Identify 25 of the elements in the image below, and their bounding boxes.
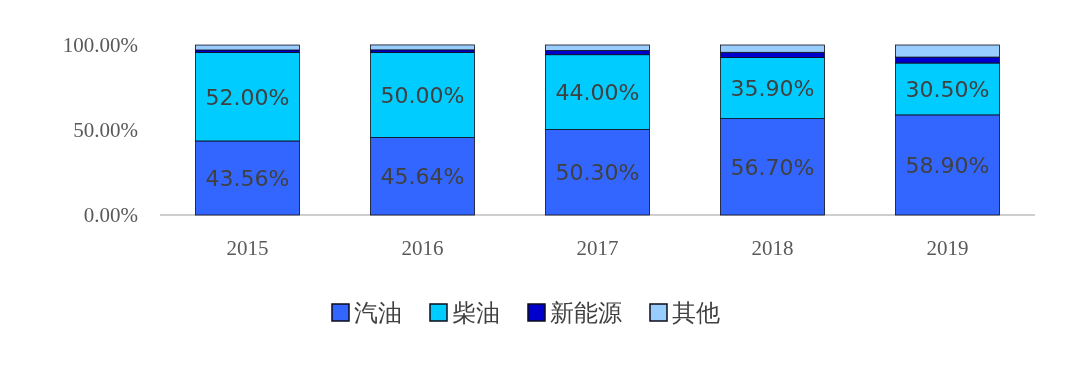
- x-tick-label: 2018: [751, 236, 794, 260]
- data-label: 52.00%: [205, 84, 290, 110]
- data-label: 43.56%: [205, 165, 290, 191]
- legend-label: 新能源: [550, 299, 622, 327]
- data-label: 44.00%: [555, 80, 640, 106]
- x-tick-label: 2017: [576, 236, 619, 260]
- legend-label: 汽油: [354, 299, 402, 327]
- x-tick-label: 2019: [926, 236, 969, 260]
- data-label: 45.64%: [380, 164, 465, 190]
- data-label: 56.70%: [730, 154, 815, 180]
- bar: [545, 44, 650, 51]
- x-tick-label: 2016: [401, 236, 444, 260]
- data-label: 50.00%: [380, 82, 465, 108]
- legend-label: 柴油: [452, 299, 500, 327]
- bar: [195, 44, 300, 51]
- bar: [370, 44, 475, 51]
- y-tick-label: 100.00%: [62, 33, 138, 57]
- data-label: 58.90%: [905, 152, 990, 178]
- legend-label: 其他: [672, 299, 720, 327]
- data-label: 30.50%: [905, 76, 990, 102]
- data-label: 50.30%: [555, 160, 640, 186]
- y-tick-label: 0.00%: [83, 203, 138, 227]
- data-label: 35.90%: [730, 76, 815, 102]
- y-tick-label: 50.00%: [73, 118, 138, 142]
- x-tick-label: 2015: [226, 236, 269, 260]
